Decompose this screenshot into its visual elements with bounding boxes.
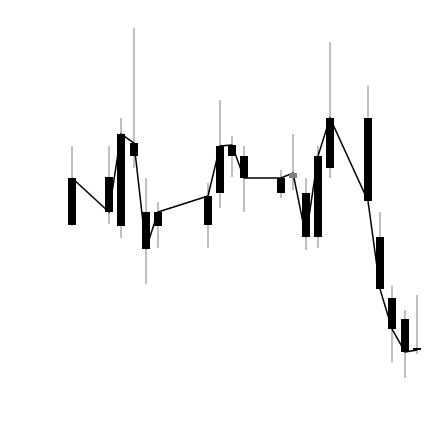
candle-body-15: [326, 118, 334, 168]
candle-body-19: [401, 319, 409, 352]
candle-body-6: [154, 212, 162, 226]
candle-body-10: [240, 156, 248, 178]
candle-body-4: [130, 143, 138, 156]
candle-body-2: [105, 177, 113, 212]
candle-body-17: [376, 237, 384, 289]
candle-body-12: [289, 173, 297, 178]
candle-body-7: [204, 196, 212, 225]
candle-body-1: [68, 178, 76, 225]
candle-body-20: [413, 348, 421, 350]
candle-bodies-group: [68, 118, 421, 352]
candle-body-8: [216, 146, 224, 193]
candle-body-11: [277, 178, 285, 193]
candle-body-5: [142, 212, 150, 249]
candle-body-3: [117, 134, 125, 226]
candle-body-9: [228, 145, 236, 156]
candle-body-13: [302, 193, 310, 237]
candle-body-18: [388, 298, 396, 329]
candle-body-14: [314, 156, 322, 237]
candle-body-16: [364, 118, 372, 201]
